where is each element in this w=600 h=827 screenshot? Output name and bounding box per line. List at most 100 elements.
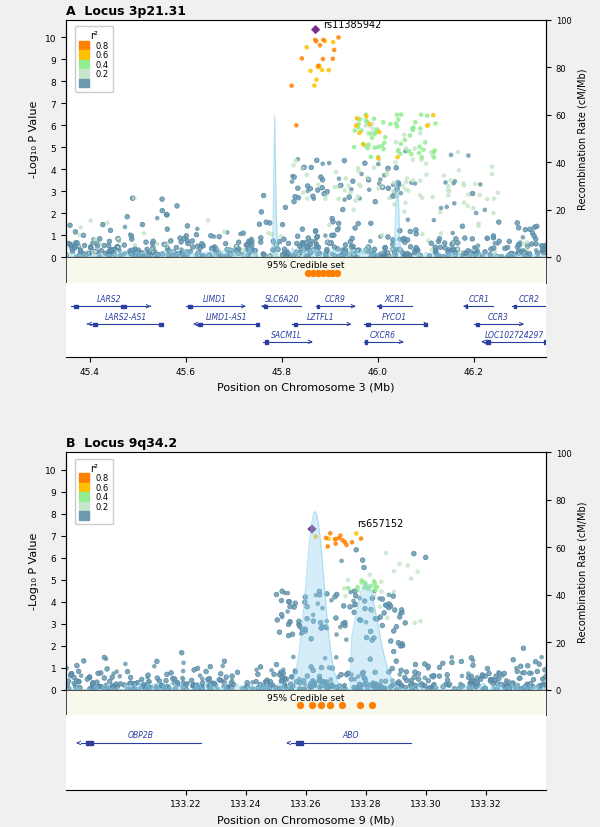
Point [283, 605, 292, 619]
Point [317, 602, 327, 615]
Point [428, 682, 438, 696]
Point [461, 247, 471, 261]
Point [515, 248, 524, 261]
Point [284, 683, 293, 696]
Point [485, 675, 495, 688]
Point [473, 250, 483, 263]
Point [347, 241, 356, 254]
Point [295, 683, 304, 696]
Point [438, 681, 448, 694]
Point [371, 677, 380, 691]
Point [105, 675, 115, 688]
Point [384, 666, 394, 679]
Point [397, 678, 406, 691]
Point [357, 574, 367, 587]
Point [104, 248, 113, 261]
Point [374, 127, 384, 140]
Point [64, 675, 73, 688]
Point [467, 679, 477, 692]
Point [391, 678, 400, 691]
Point [299, 683, 308, 696]
Point [259, 248, 268, 261]
Point [398, 180, 407, 194]
Point [400, 206, 409, 219]
Point [349, 203, 358, 217]
Point [151, 680, 161, 693]
Point [311, 238, 321, 251]
Point [505, 680, 514, 693]
Point [291, 155, 301, 168]
Point [195, 242, 205, 256]
Point [90, 245, 100, 258]
Point [352, 112, 362, 126]
Point [358, 667, 367, 681]
Point [313, 267, 323, 280]
Point [406, 226, 415, 239]
Point [370, 577, 380, 590]
Point [443, 184, 453, 198]
Point [523, 678, 532, 691]
Point [397, 638, 407, 651]
Point [521, 680, 530, 693]
Point [527, 238, 536, 251]
Point [247, 239, 257, 252]
Point [359, 562, 369, 575]
Point [523, 250, 532, 263]
Point [148, 236, 158, 249]
Point [312, 232, 322, 245]
Point [238, 248, 247, 261]
Point [88, 681, 97, 694]
Point [464, 189, 473, 202]
Point [439, 251, 448, 264]
Point [71, 240, 80, 253]
Point [144, 246, 154, 259]
Text: ABO: ABO [343, 730, 359, 739]
Point [482, 232, 492, 246]
Point [67, 667, 76, 681]
Point [370, 584, 380, 597]
Point [322, 587, 332, 600]
Point [190, 663, 199, 676]
Point [361, 673, 370, 686]
Point [351, 590, 361, 603]
Point [493, 251, 502, 264]
Point [187, 674, 196, 687]
Point [349, 246, 358, 259]
Point [128, 193, 137, 206]
Point [314, 241, 323, 255]
Point [74, 239, 83, 252]
Point [367, 118, 377, 131]
Point [397, 664, 406, 677]
Point [314, 247, 324, 261]
Point [425, 681, 435, 695]
Point [429, 214, 439, 227]
Point [347, 668, 356, 681]
Point [381, 599, 391, 612]
Point [335, 680, 344, 693]
Point [487, 161, 497, 174]
Point [354, 244, 364, 257]
Point [539, 243, 549, 256]
Point [256, 232, 266, 245]
Point [449, 177, 458, 190]
Point [211, 246, 221, 259]
Point [232, 245, 241, 258]
Point [248, 682, 257, 696]
Point [378, 181, 388, 194]
Point [195, 669, 205, 682]
Point [259, 189, 268, 203]
Point [489, 242, 499, 256]
Point [516, 682, 526, 696]
Point [94, 237, 104, 251]
Point [319, 676, 328, 689]
Point [324, 65, 334, 78]
Point [292, 237, 302, 251]
Point [366, 127, 376, 141]
Point [309, 679, 319, 692]
Point [365, 118, 374, 131]
Point [350, 250, 359, 263]
Point [114, 235, 124, 248]
Point [314, 60, 324, 74]
Point [466, 681, 475, 695]
Point [357, 168, 367, 181]
